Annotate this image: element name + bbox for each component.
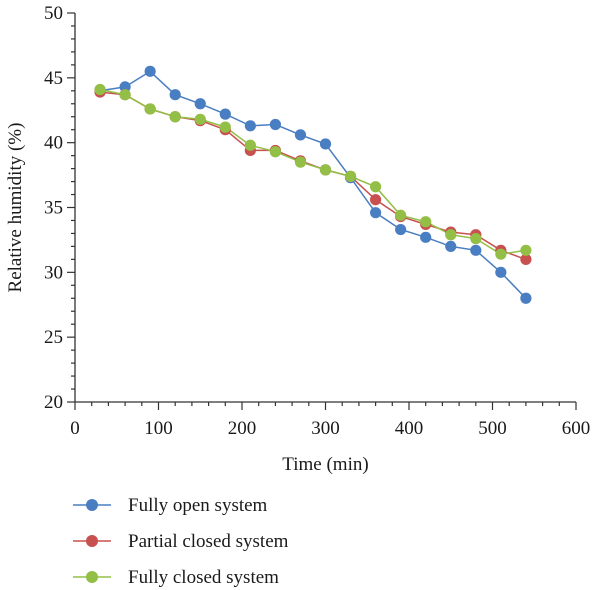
- y-tick-label: 35: [44, 198, 63, 219]
- series-1-point: [420, 231, 432, 243]
- series-1-point: [219, 108, 231, 120]
- axes: Time (min) Relative humidity (%) 20 25 30 3…: [5, 3, 590, 475]
- series-3-point: [169, 111, 181, 123]
- series-1-point: [319, 138, 332, 150]
- plot-area: [94, 65, 532, 304]
- series-1-point: [144, 65, 156, 77]
- series-1-point: [119, 81, 131, 93]
- series-3-point: [395, 209, 407, 221]
- series-1-point: [445, 240, 457, 252]
- series-3-point: [344, 170, 357, 182]
- series-1-point: [244, 120, 256, 132]
- series-1-point: [294, 129, 307, 141]
- x-axis-label: Time (min): [282, 454, 368, 475]
- series-1-point: [194, 98, 206, 110]
- series-1-point: [395, 223, 407, 236]
- series-3-point: [119, 89, 131, 101]
- legend-label: Partial closed system: [128, 531, 289, 552]
- series-3-point: [194, 113, 206, 125]
- series-3-point: [244, 139, 256, 151]
- series-1-point: [470, 244, 482, 256]
- series-1-point: [370, 207, 382, 219]
- x-tick-label: 400: [395, 418, 424, 439]
- series-1-point: [169, 89, 181, 101]
- legend-marker: [86, 535, 98, 547]
- series-3-point: [520, 244, 532, 256]
- series-3-point: [294, 156, 307, 168]
- x-tick-label: 600: [562, 418, 591, 439]
- series-1-point: [495, 266, 507, 278]
- legend-marker: [86, 571, 98, 583]
- legend-label: Fully open system: [128, 495, 268, 516]
- legend-label: Fully closed system: [128, 567, 279, 588]
- series-line-1: [99, 70, 527, 299]
- series-1-point: [520, 292, 532, 304]
- y-tick-label: 40: [44, 133, 63, 154]
- series-3-point: [219, 121, 231, 133]
- x-tick-label: 500: [478, 418, 507, 439]
- x-tick-label: 300: [311, 418, 340, 439]
- y-tick-label: 20: [44, 392, 63, 413]
- legend-marker: [86, 499, 98, 511]
- y-tick-label: 25: [44, 327, 63, 348]
- series-3-point: [420, 216, 432, 228]
- series-1-point: [269, 118, 281, 131]
- series-3-point: [470, 233, 482, 245]
- series-line-3: [99, 88, 527, 255]
- series-3-point: [495, 248, 507, 260]
- series-3-point: [445, 229, 457, 241]
- legend: Fully open system Partial closed system Fu…: [73, 495, 289, 588]
- y-tick-label: 45: [44, 68, 63, 89]
- x-tick-label: 200: [228, 418, 257, 439]
- y-tick-label: 30: [44, 262, 63, 283]
- series-3-point: [319, 164, 332, 176]
- series-3-point: [94, 83, 106, 96]
- x-tick-label: 0: [70, 418, 80, 439]
- series-2-point: [370, 194, 382, 206]
- series-3-point: [370, 181, 382, 193]
- x-tick-label: 100: [144, 418, 173, 439]
- y-tick-label: 50: [44, 3, 63, 24]
- series-2-point: [520, 253, 532, 265]
- series-line-2: [99, 91, 527, 261]
- series-3-point: [269, 146, 281, 158]
- y-axis-label: Relative humidity (%): [5, 123, 26, 293]
- series-3-point: [144, 103, 156, 115]
